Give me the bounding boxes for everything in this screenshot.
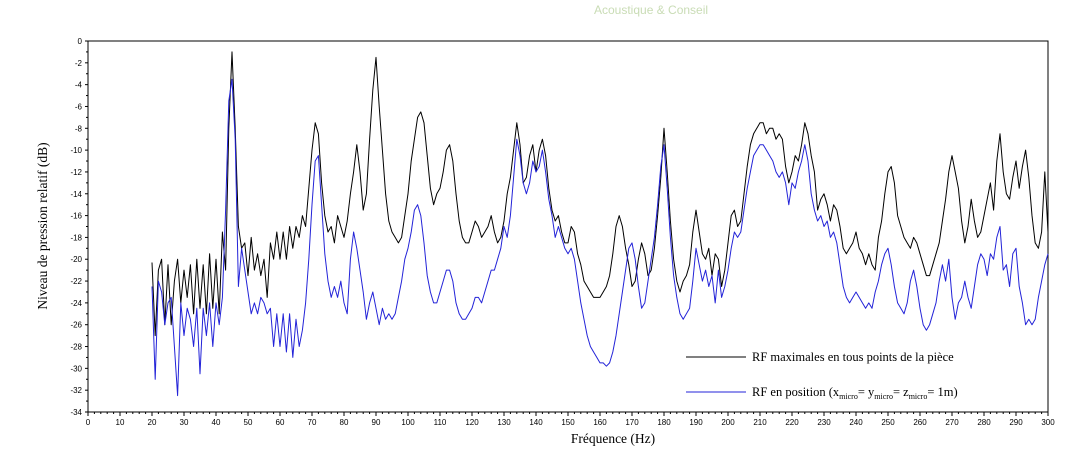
watermark-text: Acoustique & Conseil [594,3,709,17]
x-tick-label: 160 [593,418,607,427]
y-tick-label: 0 [78,37,83,46]
series-lines [151,51,1049,397]
x-tick-label: 230 [817,418,831,427]
x-tick-label: 140 [529,418,543,427]
x-tick-label: 260 [913,418,927,427]
y-tick-label: -28 [70,343,82,352]
x-tick-label: 280 [977,418,991,427]
y-tick-label: -34 [70,408,82,417]
x-tick-label: 190 [689,418,703,427]
x-tick-label: 70 [308,418,317,427]
y-tick-label: -30 [70,364,82,373]
x-tick-label: 60 [276,418,285,427]
x-tick-label: 180 [657,418,671,427]
x-tick-label: 30 [180,418,189,427]
y-tick-label: -22 [70,277,82,286]
x-tick-label: 270 [945,418,959,427]
y-tick-label: -14 [70,190,82,199]
x-tick-label: 220 [785,418,799,427]
x-tick-label: 10 [116,418,125,427]
x-tick-label: 150 [561,418,575,427]
x-tick-label: 130 [497,418,511,427]
series-line-max [151,51,1049,337]
x-tick-label: 170 [625,418,639,427]
y-axis-title: Niveau de pression relatif (dB) [35,142,50,309]
x-tick-label: 250 [881,418,895,427]
x-axis: 0 10 20 30 40 50 60 70 80 90 100 110 120 130 140 150 160… [86,412,1055,427]
y-tick-label: -26 [70,321,82,330]
legend-label-max: RF maximales en tous points de la pièce [752,350,954,364]
legend-label-position: RF en position (xmicro= ymicro= zmicro= … [752,385,958,401]
x-tick-label: 20 [148,418,157,427]
y-axis: 0 -2 -4 -6 -8 -10 -12 -14 -16 -18 -20 -22 -24 -26 -28 -… [70,37,88,417]
y-tick-label: -18 [70,233,82,242]
x-tick-label: 50 [244,418,253,427]
y-tick-label: -20 [70,255,82,264]
series-line-position [151,78,1049,397]
x-tick-label: 120 [465,418,479,427]
y-tick-label: -8 [75,124,83,133]
x-axis-title: Fréquence (Hz) [571,431,655,446]
x-tick-label: 100 [401,418,415,427]
y-tick-label: -6 [75,102,83,111]
y-tick-label: -16 [70,212,82,221]
y-tick-label: -4 [75,81,83,90]
x-tick-label: 240 [849,418,863,427]
x-tick-label: 210 [753,418,767,427]
x-tick-label: 110 [434,418,447,427]
x-tick-label: 300 [1041,418,1055,427]
x-tick-label: 200 [721,418,735,427]
x-tick-label: 290 [1009,418,1023,427]
y-tick-label: -10 [70,146,82,155]
y-tick-label: -2 [75,59,83,68]
legend: RF maximales en tous points de la pièce … [686,350,958,401]
x-tick-label: 90 [372,418,381,427]
x-tick-label: 0 [86,418,91,427]
x-tick-label: 40 [212,418,221,427]
y-tick-label: -32 [70,386,82,395]
y-tick-label: -12 [70,168,82,177]
y-tick-label: -24 [70,299,82,308]
x-tick-label: 80 [340,418,349,427]
